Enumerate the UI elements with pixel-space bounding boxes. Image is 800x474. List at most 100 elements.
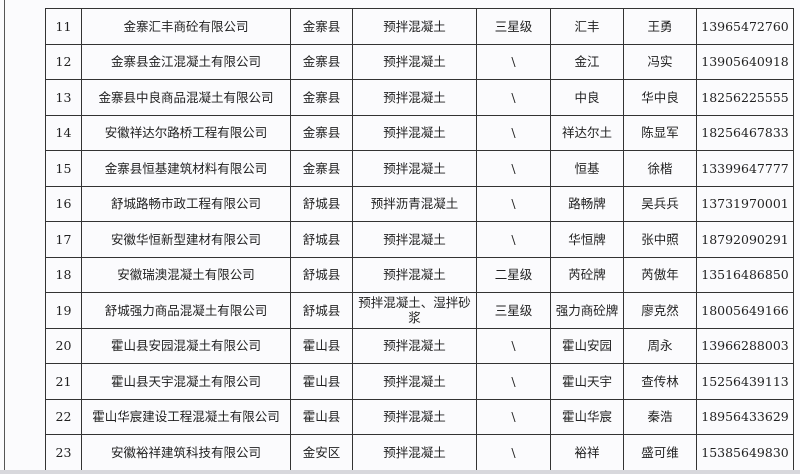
cell-product: 预拌沥青混凝土 — [352, 185, 477, 222]
cell-no: 19 — [45, 292, 82, 329]
cell-county: 霍山县 — [290, 398, 353, 435]
cell-company: 舒城路畅市政工程有限公司 — [81, 185, 291, 222]
cell-no: 23 — [45, 434, 82, 471]
table-row: 14 安徽祥达尔路桥工程有限公司 金寨县 预拌混凝土 \ 祥达尔土 陈显军 182564678… — [45, 114, 794, 151]
cell-product: 预拌混凝土 — [352, 114, 477, 151]
cell-phone: 18956433629 — [696, 398, 794, 435]
cell-no: 18 — [45, 256, 82, 293]
cell-company: 霍山县安园混凝土有限公司 — [81, 327, 291, 364]
cell-grade: \ — [476, 221, 551, 258]
cell-phone: 13731970001 — [696, 185, 794, 222]
cell-contact: 查传林 — [623, 363, 697, 400]
cell-phone: 18256467833 — [696, 114, 794, 151]
cell-company: 金寨县中良商品混凝土有限公司 — [81, 79, 291, 116]
cell-county: 金寨县 — [290, 8, 353, 45]
cell-brand: 祥达尔土 — [550, 114, 624, 151]
cell-phone: 13399647777 — [696, 150, 794, 187]
cell-grade: \ — [476, 43, 551, 80]
cell-grade: 三星级 — [476, 292, 551, 329]
cell-company: 安徽裕祥建筑科技有限公司 — [81, 434, 291, 471]
cell-phone: 13966288003 — [696, 327, 794, 364]
cell-product: 预拌混凝土 — [352, 43, 477, 80]
cell-no: 20 — [45, 327, 82, 364]
cell-county: 金安区 — [290, 434, 353, 471]
cell-product: 预拌混凝土 — [352, 221, 477, 258]
cell-company: 金寨县金江混凝土有限公司 — [81, 43, 291, 80]
cell-contact: 秦浩 — [623, 398, 697, 435]
cell-phone: 13965472760 — [696, 8, 794, 45]
table-row: 13 金寨县中良商品混凝土有限公司 金寨县 预拌混凝土 \ 中良 华中良 1825622555… — [45, 79, 794, 116]
cell-contact: 廖克然 — [623, 292, 697, 329]
cell-phone: 13516486850 — [696, 256, 794, 293]
cell-brand: 裕祥 — [550, 434, 624, 471]
cell-no: 21 — [45, 363, 82, 400]
cell-grade: \ — [476, 150, 551, 187]
cell-product: 预拌混凝土 — [352, 8, 477, 45]
cell-phone: 15256439113 — [696, 363, 794, 400]
cell-phone: 18256225555 — [696, 79, 794, 116]
cell-brand: 霍山天宇 — [550, 363, 624, 400]
cell-grade: \ — [476, 185, 551, 222]
cell-county: 金寨县 — [290, 43, 353, 80]
cell-contact: 芮傲年 — [623, 256, 697, 293]
cell-county: 舒城县 — [290, 292, 353, 329]
cell-grade: \ — [476, 114, 551, 151]
cell-product: 预拌混凝土 — [352, 434, 477, 471]
cell-product: 预拌混凝土、湿拌砂浆 — [352, 292, 477, 329]
cell-brand: 金江 — [550, 43, 624, 80]
table-row: 22 霍山华宸建设工程混凝土有限公司 霍山县 预拌混凝土 \ 霍山华宸 秦浩 18956433… — [45, 398, 794, 435]
cell-company: 安徽瑞澳混凝土有限公司 — [81, 256, 291, 293]
cell-phone: 18792090291 — [696, 221, 794, 258]
cell-contact: 王勇 — [623, 8, 697, 45]
table-row: 15 金寨县恒基建筑材料有限公司 金寨县 预拌混凝土 \ 恒基 徐楷 13399647777 — [45, 150, 794, 187]
table-row: 17 安徽华恒新型建材有限公司 舒城县 预拌混凝土 \ 华恒牌 张中照 18792090291 — [45, 221, 794, 258]
cell-brand: 路畅牌 — [550, 185, 624, 222]
cell-company: 舒城强力商品混凝土有限公司 — [81, 292, 291, 329]
cell-brand: 华恒牌 — [550, 221, 624, 258]
cell-grade: \ — [476, 79, 551, 116]
table-row: 20 霍山县安园混凝土有限公司 霍山县 预拌混凝土 \ 霍山安园 周永 13966288003 — [45, 327, 794, 364]
cell-product: 预拌混凝土 — [352, 256, 477, 293]
cell-product: 预拌混凝土 — [352, 398, 477, 435]
cell-contact: 张中照 — [623, 221, 697, 258]
cell-brand: 芮砼牌 — [550, 256, 624, 293]
cell-no: 15 — [45, 150, 82, 187]
cell-product: 预拌混凝土 — [352, 363, 477, 400]
cell-phone: 15385649830 — [696, 434, 794, 471]
cell-county: 舒城县 — [290, 256, 353, 293]
page-bottom-edge — [0, 470, 800, 474]
cell-brand: 恒基 — [550, 150, 624, 187]
cell-grade: \ — [476, 434, 551, 471]
cell-product: 预拌混凝土 — [352, 327, 477, 364]
cell-product: 预拌混凝土 — [352, 150, 477, 187]
cell-grade: \ — [476, 398, 551, 435]
cell-company: 安徽华恒新型建材有限公司 — [81, 221, 291, 258]
cell-county: 金寨县 — [290, 150, 353, 187]
cell-brand: 汇丰 — [550, 8, 624, 45]
table-row: 23 安徽裕祥建筑科技有限公司 金安区 预拌混凝土 \ 裕祥 盛可维 15385649830 — [45, 434, 794, 471]
cell-brand: 强力商砼牌 — [550, 292, 624, 329]
cell-county: 霍山县 — [290, 363, 353, 400]
cell-no: 13 — [45, 79, 82, 116]
table-row: 11 金寨汇丰商砼有限公司 金寨县 预拌混凝土 三星级 汇丰 王勇 13965472760 — [45, 8, 794, 45]
table-row: 21 霍山县天宇混凝土有限公司 霍山县 预拌混凝土 \ 霍山天宇 查传林 1525643911… — [45, 363, 794, 400]
cell-phone: 18005649166 — [696, 292, 794, 329]
cell-county: 霍山县 — [290, 327, 353, 364]
cell-contact: 吴兵兵 — [623, 185, 697, 222]
cell-brand: 中良 — [550, 79, 624, 116]
cell-company: 金寨县恒基建筑材料有限公司 — [81, 150, 291, 187]
cell-grade: \ — [476, 327, 551, 364]
table-row: 18 安徽瑞澳混凝土有限公司 舒城县 预拌混凝土 二星级 芮砼牌 芮傲年 1351648685… — [45, 256, 794, 293]
page-left-edge — [4, 0, 5, 474]
table-row: 12 金寨县金江混凝土有限公司 金寨县 预拌混凝土 \ 金江 冯实 13905640918 — [45, 43, 794, 80]
cell-company: 金寨汇丰商砼有限公司 — [81, 8, 291, 45]
cell-no: 22 — [45, 398, 82, 435]
cell-county: 金寨县 — [290, 79, 353, 116]
cell-county: 舒城县 — [290, 185, 353, 222]
cell-contact: 盛可维 — [623, 434, 697, 471]
cell-contact: 陈显军 — [623, 114, 697, 151]
cell-no: 16 — [45, 185, 82, 222]
cell-contact: 华中良 — [623, 79, 697, 116]
cell-contact: 周永 — [623, 327, 697, 364]
table-row: 19 舒城强力商品混凝土有限公司 舒城县 预拌混凝土、湿拌砂浆 三星级 强力商砼牌 廖克然 1… — [45, 292, 794, 329]
